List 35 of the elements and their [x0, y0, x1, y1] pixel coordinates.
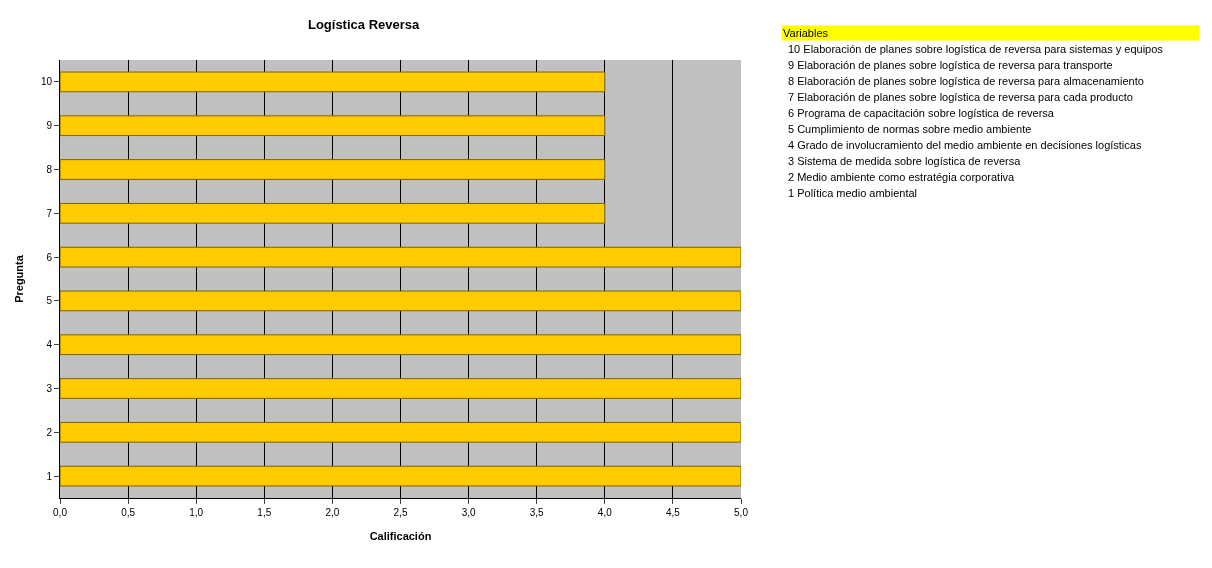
- chart-title: Logística Reversa: [307, 16, 420, 32]
- text: Variables: [783, 27, 829, 39]
- y-tick-label: 5: [46, 295, 53, 307]
- text: 4 Grado de involucramiento del medio ambiente en decisiones logísticas: [788, 139, 1142, 151]
- text: 7 Elaboración de planes sobre logística de reversa para cada producto: [788, 91, 1133, 103]
- y-tick-label: 10: [40, 76, 53, 88]
- text: 1 Política medio ambiental: [788, 187, 918, 199]
- y-tick-label: 4: [46, 339, 53, 351]
- text: 6 Programa de capacitación sobre logística de reversa: [788, 107, 1055, 119]
- x-tick-label: 4,0: [597, 507, 613, 518]
- x-tick-label: 0,5: [121, 507, 136, 518]
- y-tick-label: 6: [46, 251, 53, 263]
- text: 9 Elaboración de planes sobre logística de reversa para transporte: [788, 59, 1113, 71]
- x-tick-label: 5,0: [734, 507, 749, 518]
- text: 8 Elaboración de planes sobre logística de reversa para almacenamiento: [788, 75, 1144, 87]
- y-tick-label: 3: [46, 383, 53, 394]
- y-tick-label: 8: [46, 164, 53, 175]
- x-tick-label: 3,5: [529, 507, 545, 518]
- y-tick-label: 7: [46, 207, 53, 219]
- text: 2 Medio ambiente como estratégia corporativa: [788, 171, 1016, 183]
- x-axis-title: Calificación: [369, 530, 432, 543]
- y-tick-label: 2: [46, 426, 53, 438]
- x-tick-label: 1,5: [257, 507, 272, 518]
- x-tick-label: 2,0: [325, 507, 340, 518]
- x-tick-label: 4,5: [665, 507, 681, 518]
- x-tick-label: 3,0: [461, 507, 476, 518]
- y-tick-label: 9: [46, 120, 53, 132]
- text: 10 Elaboración de planes sobre logística de reversa para sistemas y equipos: [788, 43, 1164, 55]
- y-axis-title: Pregunta: [12, 254, 25, 303]
- x-tick-label: 2,5: [393, 507, 408, 518]
- text: 3 Sistema de medida sobre logística de reversa: [788, 155, 1022, 167]
- x-tick-label: 1,0: [189, 507, 204, 518]
- text: 5 Cumplimiento de normas sobre medio ambiente: [788, 123, 1032, 135]
- x-tick-label: 0,0: [53, 507, 68, 518]
- y-tick-label: 1: [46, 470, 53, 482]
